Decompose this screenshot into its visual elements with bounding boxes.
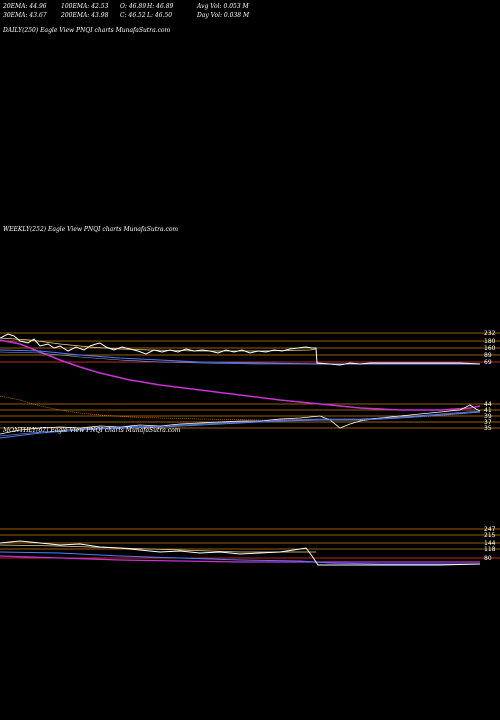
weekly-level-label: 69 [484, 359, 492, 366]
monthly-ema-fast-line [0, 551, 480, 565]
weekly-level-label: 35 [484, 425, 492, 432]
monthly-level-label: 118 [484, 546, 496, 553]
weekly-series [0, 333, 481, 439]
weekly-lower-ema-fast-line [0, 411, 481, 439]
open-value: O: 46.89 [120, 3, 147, 10]
daily-panel-label: DAILY(250) Eagle View PNQI charts Munafa… [3, 27, 171, 34]
weekly-price-line [0, 333, 481, 366]
weekly-level-label: 41 [484, 407, 492, 414]
weekly-level-label: 180 [484, 338, 496, 345]
weekly-ema-fast-2-line [0, 351, 480, 365]
monthly-level-label: 215 [484, 532, 496, 539]
low-value: L: 46.50 [147, 12, 173, 19]
weekly-level-label: 37 [484, 419, 492, 426]
stats-row-1: 20EMA: 44.96 100EMA: 42.53 O: 46.89H: 46.8… [3, 2, 249, 11]
ema200-value: 200EMA: 43.98 [61, 12, 109, 19]
monthly-series [0, 540, 481, 566]
monthly-level-label: 144 [484, 540, 496, 547]
weekly-level-label: 44 [484, 401, 492, 408]
stats-row-2: 30EMA: 43.67 200EMA: 43.98 C: 46.52L: 46.5… [3, 11, 249, 20]
ema-stats: 20EMA: 44.96 100EMA: 42.53 O: 46.89H: 46.8… [3, 2, 249, 20]
monthly-level-lines [0, 528, 500, 559]
weekly-level-label: 160 [484, 345, 496, 352]
ema100-value: 100EMA: 42.53 [61, 3, 109, 10]
high-value: H: 46.89 [147, 3, 174, 10]
weekly-ema-slow-line [0, 339, 481, 411]
weekly-level-label: 232 [484, 330, 496, 337]
day-vol-value: Day Vol: 0.038 M [197, 12, 250, 19]
ema20-value: 20EMA: 44.96 [3, 3, 47, 10]
weekly-level-label: 39 [484, 413, 492, 420]
monthly-level-label: 247 [484, 526, 496, 533]
ema30-value: 30EMA: 43.67 [3, 12, 47, 19]
weekly-level-label: 89 [484, 352, 492, 359]
monthly-pale-line [0, 544, 316, 553]
monthly-price-line [0, 540, 481, 566]
monthly-level-label: 80 [484, 555, 492, 562]
avg-vol-value: Avg Vol: 0.053 M [197, 3, 249, 10]
weekly-lower-ema-fast-2-line [0, 410, 481, 437]
monthly-ema-slow-line [0, 555, 480, 563]
close-value: C: 46.52 [120, 12, 146, 19]
weekly-panel-label: WEEKLY(252) Eagle View PNQI charts Munaf… [3, 226, 179, 233]
monthly-panel-label: MONTHLY(67) Eagle View PNQI charts Munaf… [3, 427, 181, 434]
